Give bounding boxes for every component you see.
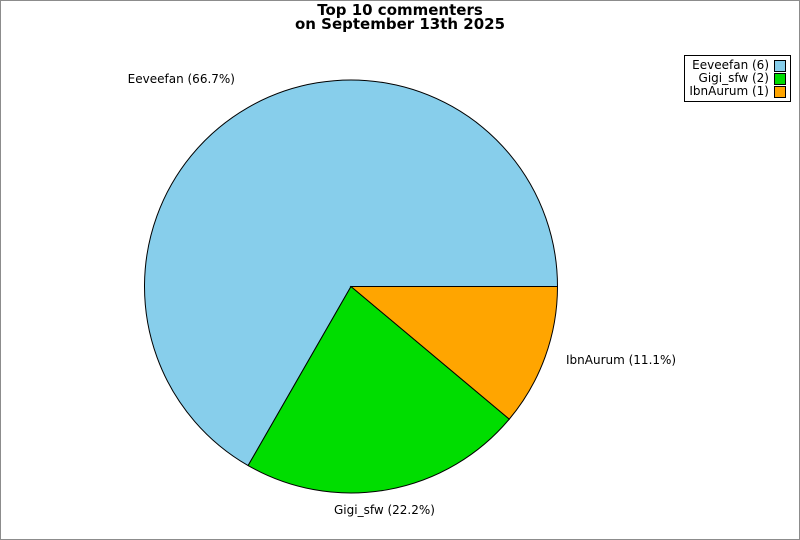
legend-row-eeveefan: Eeveefan (6) — [689, 59, 786, 72]
legend-row-gigi-sfw: Gigi_sfw (2) — [689, 72, 786, 85]
chart-title-line1: Top 10 commenters — [317, 1, 483, 19]
chart-title: Top 10 commenters on September 13th 2025 — [1, 1, 799, 33]
chart-title-line2: on September 13th 2025 — [294, 15, 506, 33]
legend-swatch-eeveefan — [774, 59, 786, 72]
legend-swatch-ibnaurum — [774, 85, 786, 98]
pie-slice-ibnaurum — [349, 286, 559, 420]
slice-label-gigi-sfw: Gigi_sfw (22.2%) — [334, 503, 435, 517]
legend-label-ibnaurum: IbnAurum (1) — [689, 84, 769, 98]
pie-slice-gigi_sfw — [247, 285, 510, 494]
legend-swatch-gigi-sfw — [774, 72, 786, 85]
pie-slice-eeveefan — [144, 79, 559, 467]
legend-row-ibnaurum: IbnAurum (1) — [689, 85, 786, 98]
slice-label-ibnaurum: IbnAurum (11.1%) — [566, 353, 677, 367]
legend-label-gigi-sfw: Gigi_sfw (2) — [698, 71, 769, 85]
legend: Eeveefan (6) Gigi_sfw (2) IbnAurum (1) — [684, 55, 791, 102]
slice-label-eeveefan: Eeveefan (66.7%) — [127, 72, 235, 86]
legend-label-eeveefan: Eeveefan (6) — [692, 58, 769, 72]
